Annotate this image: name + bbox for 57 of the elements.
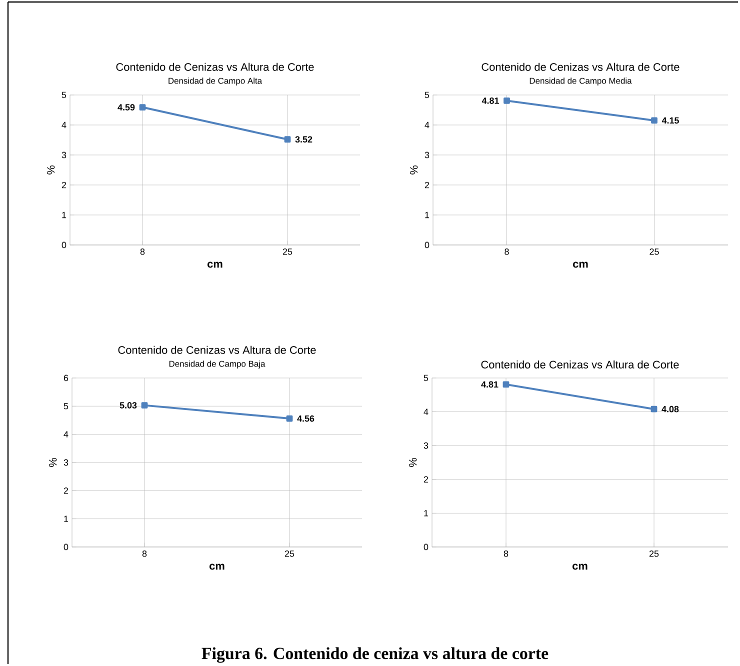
chart-title: Contenido de Cenizas vs Altura de Corte xyxy=(118,346,316,354)
y-tick-label: 3 xyxy=(62,152,66,158)
y-axis-title: % xyxy=(410,166,418,174)
x-tick-label: 25 xyxy=(650,248,659,255)
y-tick-label: 6 xyxy=(64,374,68,382)
chart-subtitle: Densidad de Campo Baja xyxy=(169,360,266,368)
y-tick-label: 4 xyxy=(64,431,68,438)
data-label: 4.08 xyxy=(662,406,679,412)
chart-title: Contenido de Cenizas vs Altura de Corte xyxy=(481,360,679,368)
y-tick-label: 4 xyxy=(424,408,428,415)
chart-subtitle: Densidad de Campo Alta xyxy=(168,78,262,86)
y-tick-label: 1 xyxy=(62,212,66,218)
y-tick-label: 0 xyxy=(424,242,430,248)
x-axis-title: cm xyxy=(208,262,222,268)
data-label: 4.56 xyxy=(297,415,314,422)
y-tick-label: 3 xyxy=(64,459,68,466)
y-axis-title: % xyxy=(409,458,417,467)
y-tick-label: 5 xyxy=(62,92,66,98)
text: Figura 6. Contenido de ceniza vs altura de corte xyxy=(202,647,548,663)
y-tick-label: 1 xyxy=(425,212,430,218)
y-tick-label: 4 xyxy=(62,122,66,128)
x-axis-title: cm xyxy=(573,262,588,268)
y-tick-label: 5 xyxy=(424,374,428,382)
data-label: 4.15 xyxy=(662,117,679,124)
data-label: 5.03 xyxy=(120,402,137,408)
data-label: 4.81 xyxy=(481,381,498,388)
x-axis-title: cm xyxy=(210,564,224,570)
y-tick-label: 2 xyxy=(62,182,66,188)
x-axis-title: cm xyxy=(572,564,588,570)
y-tick-label: 0 xyxy=(64,544,68,550)
x-tick-label: 25 xyxy=(649,550,659,557)
chart-title: Contenido de Cenizas vs Altura de Corte xyxy=(116,62,314,71)
y-tick-label: 1 xyxy=(424,510,428,516)
x-tick-label: 25 xyxy=(284,550,294,557)
y-tick-label: 3 xyxy=(424,442,428,449)
x-tick-label: 8 xyxy=(140,248,145,255)
data-label: 4.59 xyxy=(118,104,135,110)
y-tick-label: 5 xyxy=(424,92,430,98)
chart-subtitle: Densidad de Campo Media xyxy=(530,78,632,86)
data-label: 4.81 xyxy=(482,98,499,104)
y-tick-label: 5 xyxy=(64,403,68,410)
x-tick-label: 8 xyxy=(504,248,509,255)
y-tick-label: 3 xyxy=(424,152,430,158)
y-tick-label: 1 xyxy=(64,516,68,522)
y-axis-title: % xyxy=(47,166,55,174)
x-tick-label: 25 xyxy=(282,248,292,255)
x-tick-label: 8 xyxy=(142,550,147,557)
y-tick-label: 0 xyxy=(62,242,66,248)
y-tick-label: 4 xyxy=(424,122,430,128)
data-label: 3.52 xyxy=(295,136,312,143)
y-tick-label: 2 xyxy=(424,476,428,483)
y-tick-label: 0 xyxy=(424,544,428,550)
x-tick-label: 8 xyxy=(504,550,508,557)
chart-title: Contenido de Cenizas vs Altura de Corte xyxy=(482,62,680,71)
y-tick-label: 2 xyxy=(64,488,68,494)
y-axis-title: % xyxy=(49,458,57,467)
y-tick-label: 2 xyxy=(424,182,430,188)
